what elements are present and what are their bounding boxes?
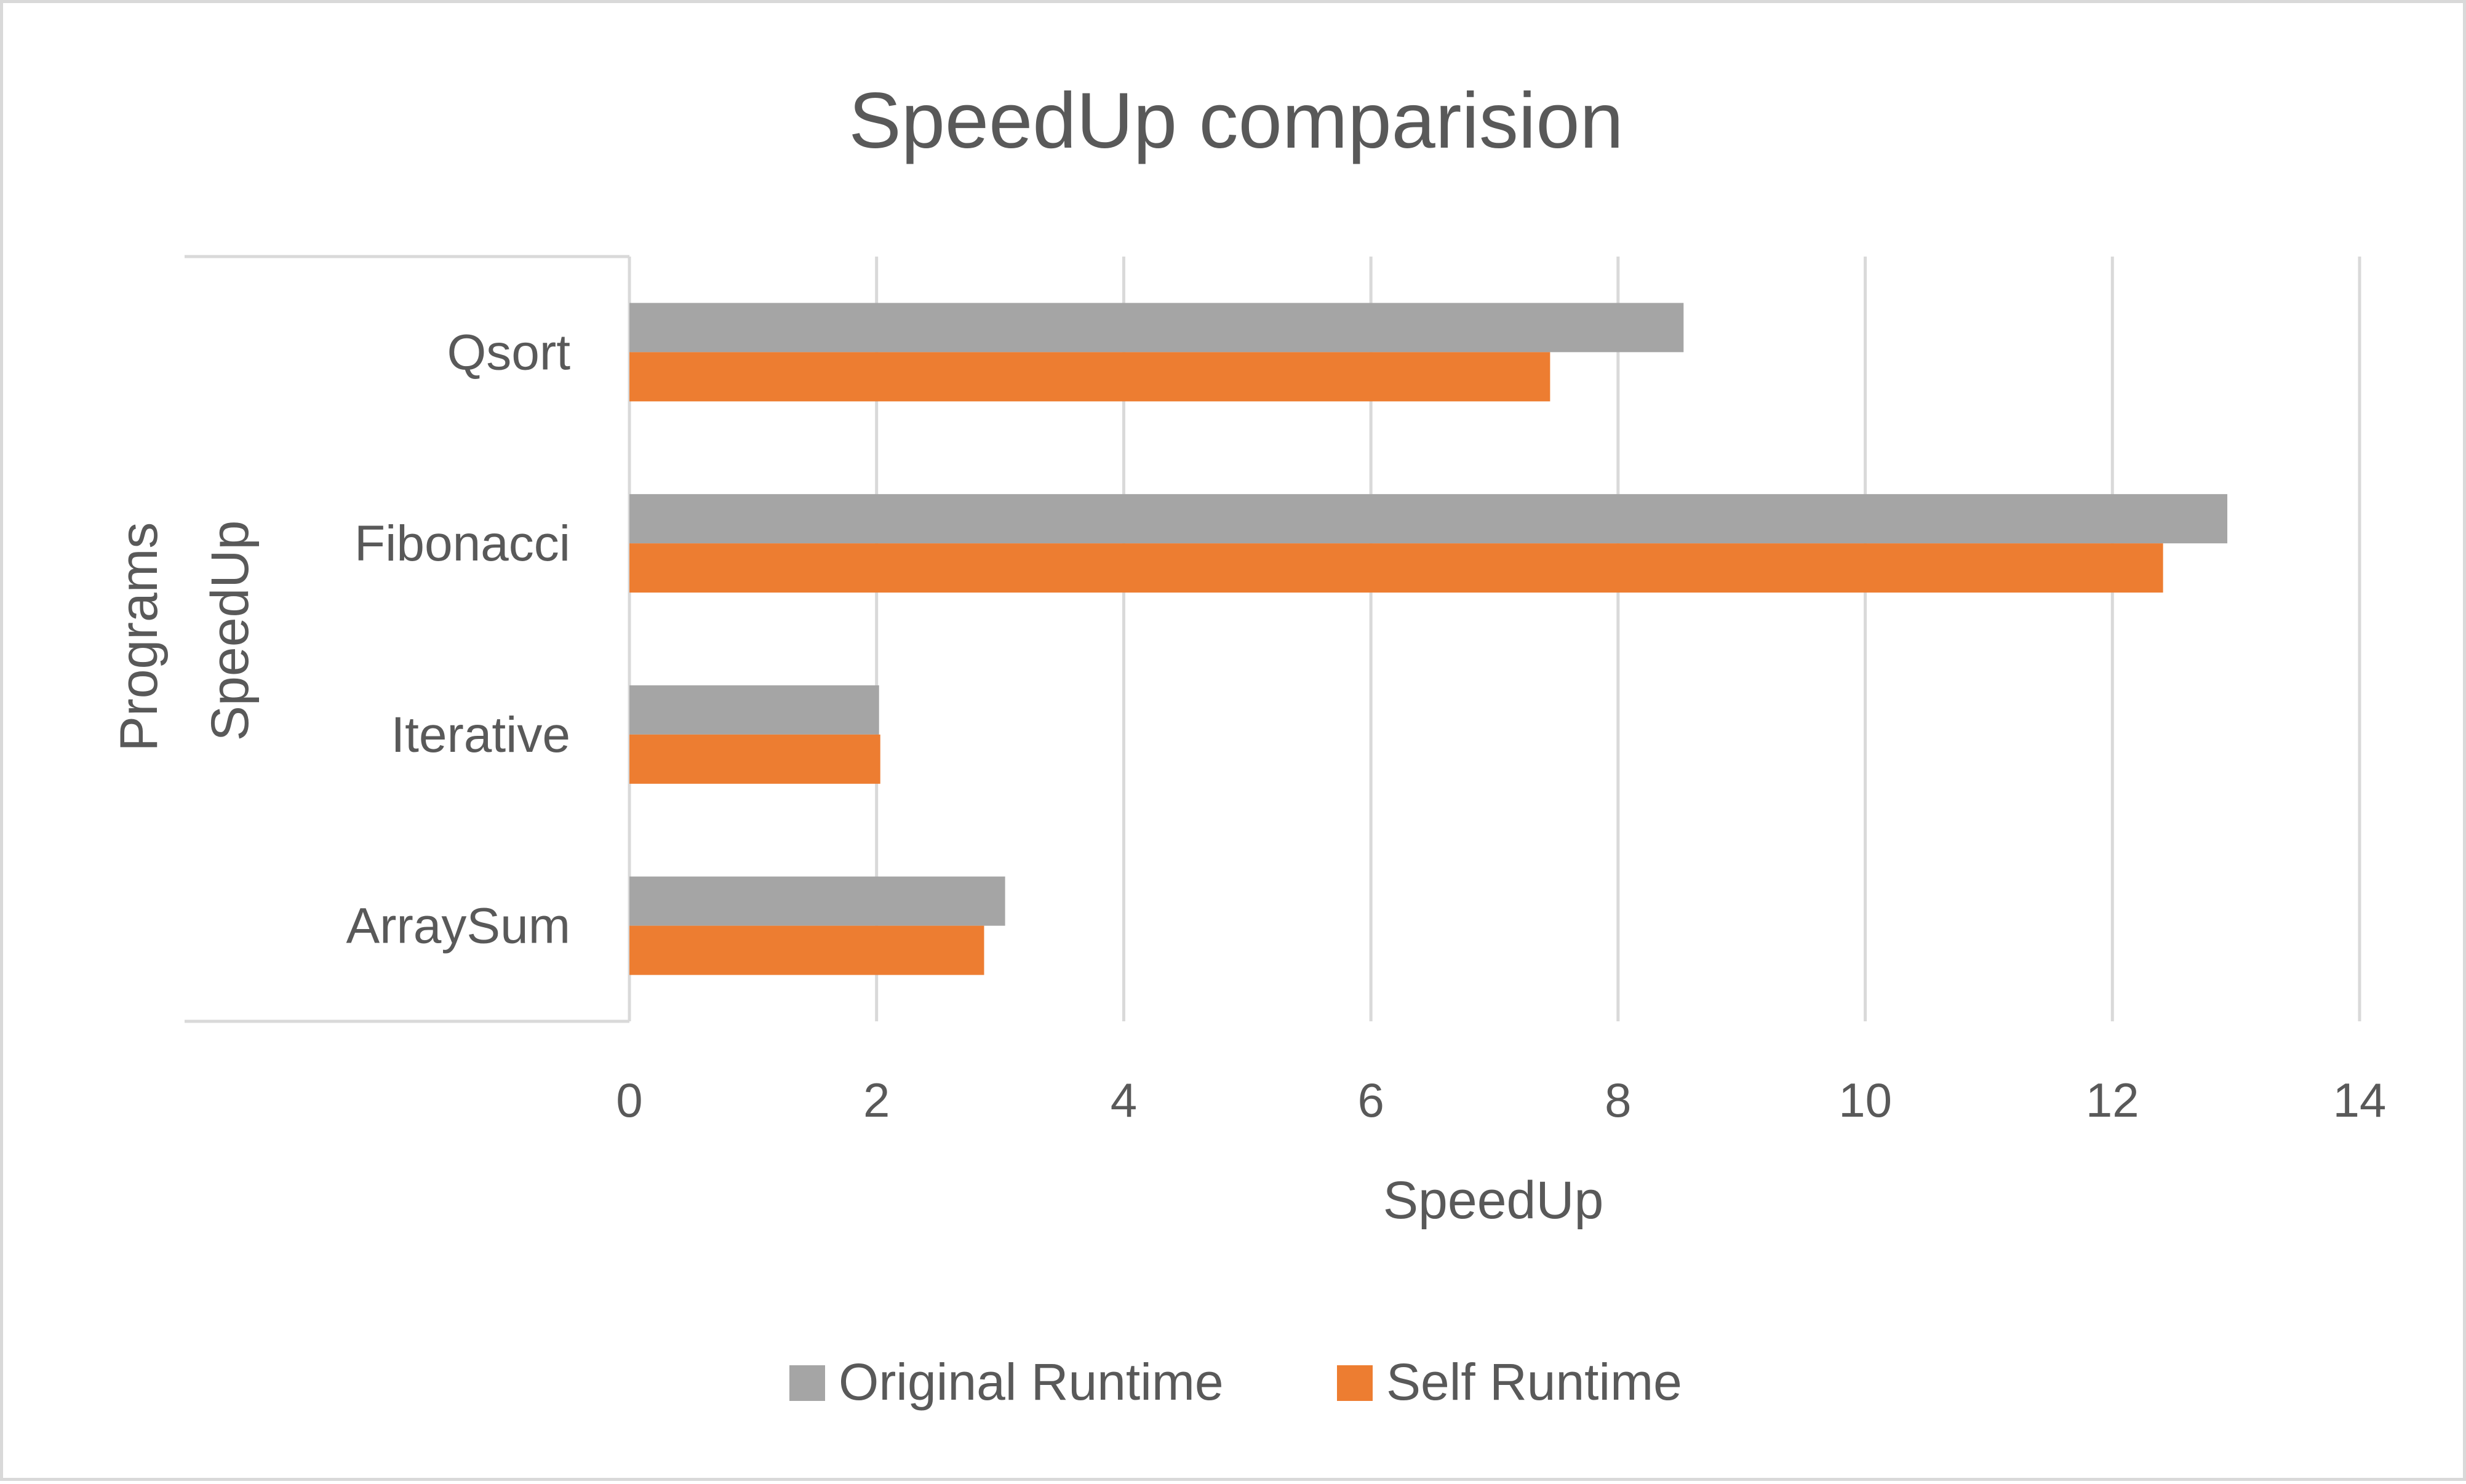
- bar-iterative-original-runtime: [629, 685, 879, 735]
- legend-swatch-self-runtime: [1337, 1365, 1373, 1401]
- x-axis-title: SpeedUp: [1383, 1171, 1604, 1230]
- bar-arraysum-original-runtime: [629, 876, 1005, 926]
- category-label-iterative: Iterative: [391, 707, 570, 763]
- x-tick-label-6: 6: [1357, 1073, 1384, 1127]
- category-label-arraysum: ArraySum: [346, 898, 570, 954]
- bar-qsort-original-runtime: [629, 303, 1684, 353]
- x-tick-label-4: 4: [1111, 1073, 1137, 1127]
- bar-fibonacci-original-runtime: [629, 494, 2228, 544]
- y-axis-title-inner: SpeedUp: [201, 521, 260, 741]
- category-labels: Qsort Fibonacci Iterative ArraySum: [346, 324, 570, 954]
- category-label-qsort: Qsort: [447, 324, 571, 380]
- y-axis-title-outer: Programs: [110, 522, 169, 752]
- x-tick-labels: 0 2 4 6 8 10 12 14: [616, 1073, 2386, 1127]
- x-tick-label-2: 2: [863, 1073, 890, 1127]
- bar-fibonacci-self-runtime: [629, 543, 2163, 593]
- legend-label-self-runtime: Self Runtime: [1386, 1353, 1682, 1411]
- bar-qsort-self-runtime: [629, 352, 1550, 402]
- x-tick-label-14: 14: [2333, 1073, 2387, 1127]
- x-tick-label-10: 10: [1838, 1073, 1892, 1127]
- legend-label-original-runtime: Original Runtime: [839, 1353, 1224, 1411]
- legend: Original Runtime Self Runtime: [789, 1353, 1682, 1411]
- bars: [629, 303, 2228, 975]
- x-tick-label-0: 0: [616, 1073, 642, 1127]
- x-tick-label-8: 8: [1605, 1073, 1631, 1127]
- bar-iterative-self-runtime: [629, 734, 880, 784]
- category-label-fibonacci: Fibonacci: [354, 516, 570, 572]
- bar-chart: SpeedUp comparision Qsort Fibonacci Iterat…: [110, 77, 2386, 1411]
- chart-title: SpeedUp comparision: [848, 77, 1623, 165]
- bar-arraysum-self-runtime: [629, 925, 984, 975]
- legend-swatch-original-runtime: [789, 1365, 825, 1401]
- x-tick-label-12: 12: [2086, 1073, 2139, 1127]
